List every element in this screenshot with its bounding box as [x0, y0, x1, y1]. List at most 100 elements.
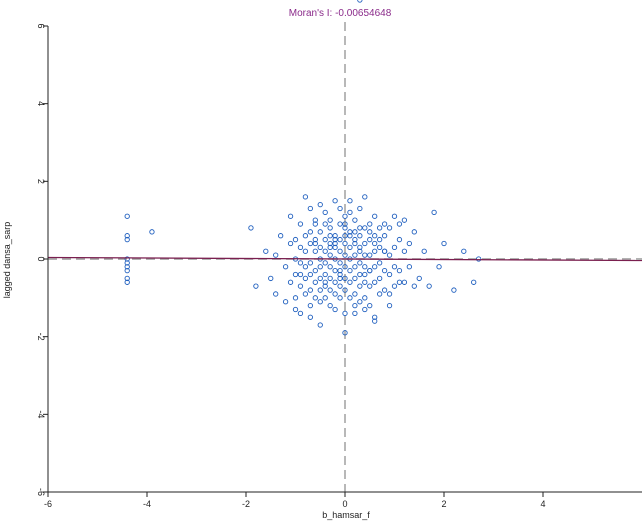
data-point: [362, 252, 368, 258]
data-point: [347, 209, 353, 216]
data-point: [347, 267, 353, 274]
data-point: [357, 271, 363, 278]
data-point: [342, 221, 348, 227]
data-point: [342, 240, 348, 247]
data-point: [327, 240, 333, 247]
data-point: [312, 279, 318, 285]
data-point: [357, 225, 363, 231]
data-point: [386, 302, 393, 309]
data-point: [124, 275, 130, 282]
data-point: [292, 271, 299, 278]
data-point: [352, 240, 358, 247]
data-point: [292, 295, 299, 301]
data-point: [342, 275, 348, 282]
data-point: [307, 314, 313, 320]
data-point: [322, 271, 328, 278]
data-point: [396, 279, 403, 285]
data-point: [342, 287, 348, 293]
data-point: [312, 267, 318, 274]
data-point: [342, 310, 348, 317]
data-point: [124, 233, 130, 239]
data-point: [342, 252, 348, 258]
data-point: [381, 221, 388, 227]
data-point: [332, 267, 338, 274]
data-point: [396, 221, 403, 227]
data-point: [253, 283, 259, 289]
data-point: [297, 221, 304, 227]
x-tick-label: -6: [44, 499, 52, 509]
data-point: [376, 275, 383, 282]
data-point: [337, 221, 343, 227]
data-point: [124, 256, 130, 262]
data-point: [376, 291, 383, 297]
data-point: [367, 283, 373, 289]
data-point: [287, 279, 294, 285]
data-point: [357, 233, 363, 239]
data-point: [372, 213, 378, 219]
y-tick-label: 2: [36, 179, 46, 184]
data-point: [337, 295, 343, 301]
data-point: [451, 287, 457, 293]
data-points: [124, 0, 482, 336]
data-point: [416, 275, 422, 282]
data-point: [347, 295, 353, 301]
data-point: [317, 287, 323, 293]
data-point: [411, 229, 417, 235]
data-point: [302, 233, 309, 239]
data-point: [342, 233, 348, 239]
data-point: [342, 264, 348, 270]
regression-line: [47, 256, 643, 262]
data-point: [124, 260, 130, 266]
data-point: [436, 264, 442, 270]
data-point: [352, 291, 358, 297]
y-axis-label: lagged dansa_sarp: [2, 222, 12, 299]
data-point: [461, 248, 467, 254]
data-point: [372, 264, 378, 270]
data-point: [352, 229, 358, 235]
data-point: [312, 295, 318, 301]
y-tick-label: -2: [36, 333, 46, 341]
data-point: [367, 302, 373, 309]
data-point: [386, 291, 393, 297]
data-point: [401, 248, 408, 254]
data-point: [381, 233, 388, 239]
data-point: [367, 221, 373, 227]
data-point: [317, 322, 323, 328]
data-point: [317, 275, 323, 282]
y-tick-label: 6: [36, 23, 46, 28]
axes: -6 -4 -2 0 2 4 -6 -4 -2 0 2 4 6: [36, 23, 642, 509]
data-point: [347, 279, 353, 285]
data-point: [342, 213, 348, 219]
data-point: [332, 306, 338, 313]
data-point: [372, 318, 378, 324]
data-point: [406, 264, 412, 270]
data-point: [362, 295, 368, 301]
data-point: [337, 271, 343, 278]
data-point: [332, 198, 338, 204]
data-point: [421, 248, 427, 254]
data-point: [332, 240, 338, 247]
data-point: [471, 279, 477, 285]
data-point: [362, 271, 368, 278]
data-point: [124, 279, 130, 285]
data-point: [381, 267, 388, 274]
data-point: [357, 205, 363, 212]
data-point: [372, 248, 378, 254]
data-point: [352, 302, 358, 309]
data-point: [337, 205, 343, 212]
data-point: [277, 233, 284, 239]
data-point: [352, 275, 358, 282]
data-point: [376, 225, 383, 231]
data-point: [332, 236, 338, 243]
data-point: [391, 213, 398, 219]
data-point: [431, 209, 437, 216]
data-point: [312, 217, 318, 223]
data-point: [396, 236, 403, 243]
data-point: [376, 236, 383, 243]
data-point: [312, 240, 318, 247]
data-point: [362, 264, 368, 270]
data-point: [352, 236, 358, 243]
data-point: [327, 244, 333, 251]
data-point: [317, 201, 323, 208]
data-point: [124, 236, 130, 243]
